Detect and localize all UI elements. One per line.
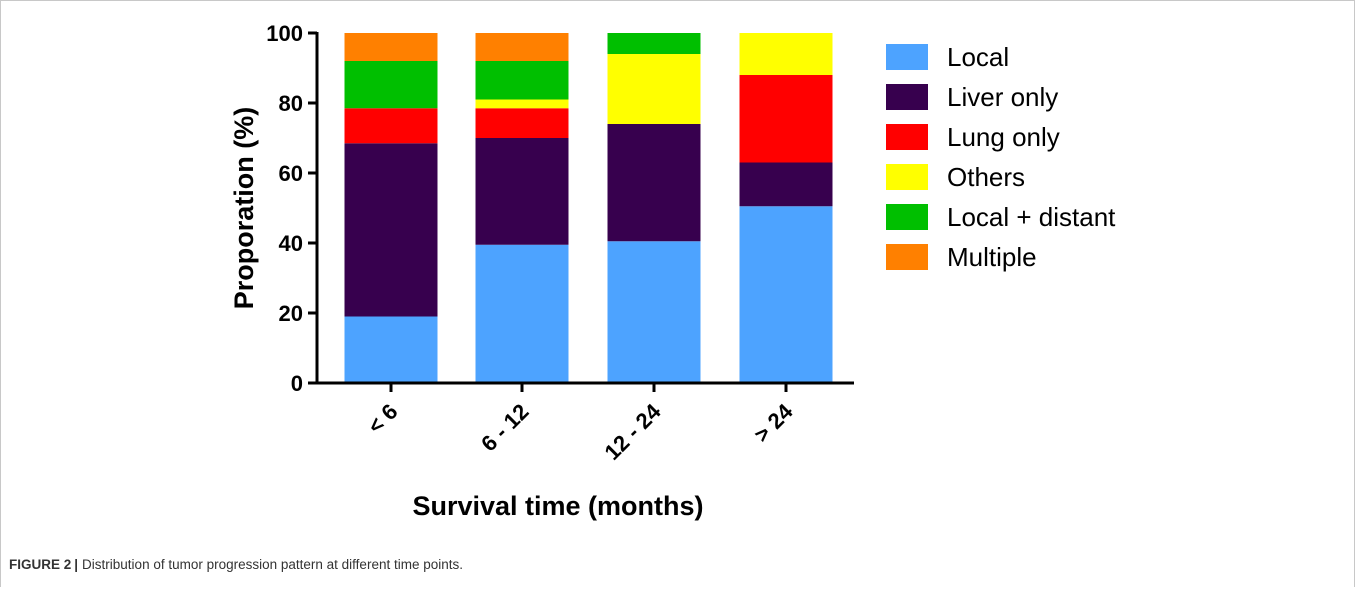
legend-swatch <box>886 164 928 190</box>
bar-segment <box>475 33 569 61</box>
bar-segment <box>344 61 438 109</box>
bar-segment <box>475 108 569 138</box>
bar-segment <box>475 244 569 383</box>
bar-segment <box>475 138 569 245</box>
x-tick-label: 6 - 12 <box>476 399 533 456</box>
bar-segment <box>344 33 438 61</box>
y-tick-label: 100 <box>266 21 303 46</box>
y-axis-title: Proporation (%) <box>229 107 259 310</box>
x-tick-label: < 6 <box>363 399 403 439</box>
y-tick-label: 40 <box>279 231 303 256</box>
figure-caption: FIGURE 2 | Distribution of tumor progressi… <box>9 557 463 572</box>
x-tick-label: > 24 <box>749 398 798 447</box>
bar-segment <box>475 99 569 109</box>
bar-segment <box>344 143 438 317</box>
x-tick-label: 12 - 24 <box>599 398 666 465</box>
y-tick-label: 20 <box>279 301 303 326</box>
legend-swatch <box>886 204 928 230</box>
bar-segment <box>739 75 833 163</box>
legend-label: Others <box>947 162 1025 192</box>
legend-swatch <box>886 124 928 150</box>
legend-swatch <box>886 84 928 110</box>
bar-segment <box>344 316 438 383</box>
caption-text: Distribution of tumor progression patter… <box>82 557 463 572</box>
bar-segment <box>607 124 701 242</box>
caption-separator: | <box>74 557 79 572</box>
legend-label: Local + distant <box>947 202 1116 232</box>
legend-label: Multiple <box>947 242 1037 272</box>
bar-segment <box>739 162 833 207</box>
legend-swatch <box>886 44 928 70</box>
y-tick-label: 0 <box>291 371 303 396</box>
legend-label: Lung only <box>947 122 1060 152</box>
legend-swatch <box>886 244 928 270</box>
y-tick-label: 80 <box>279 91 303 116</box>
x-axis-title: Survival time (months) <box>412 491 703 521</box>
bar-segment <box>607 33 701 54</box>
bar-segment <box>344 108 438 144</box>
bar-segment <box>475 61 569 100</box>
bar-segment <box>739 33 833 75</box>
legend-label: Liver only <box>947 82 1058 112</box>
chart-legend: Local Liver only Lung only Others Local + di… <box>886 42 1116 272</box>
bar-segment <box>607 54 701 124</box>
y-tick-label: 60 <box>279 161 303 186</box>
figure-label: FIGURE 2 <box>9 557 72 572</box>
bars-layer <box>344 33 833 383</box>
legend-label: Local <box>947 42 1009 72</box>
bar-segment <box>739 206 833 383</box>
bar-segment <box>607 241 701 383</box>
